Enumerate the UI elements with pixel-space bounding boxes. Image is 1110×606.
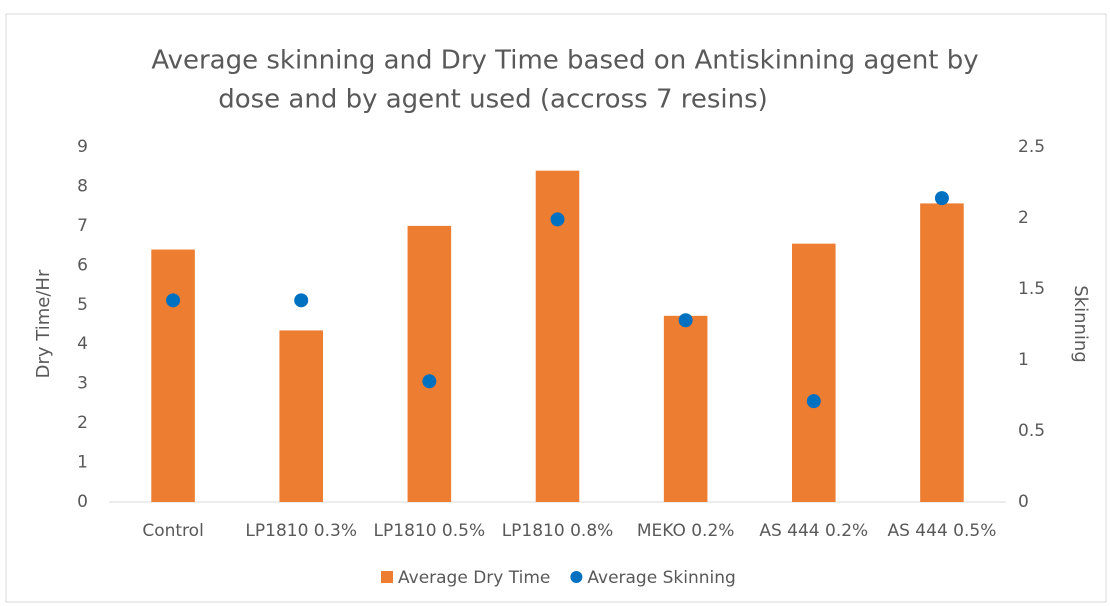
y-tick-label: 5 bbox=[77, 295, 88, 315]
point bbox=[678, 313, 693, 328]
bar bbox=[663, 315, 708, 502]
y-tick-label: 8 bbox=[77, 176, 88, 196]
y2-axis-label: Skinning bbox=[1070, 285, 1091, 363]
x-tick-label: Control bbox=[142, 521, 203, 541]
legend-label: Average Dry Time bbox=[398, 568, 550, 588]
bar bbox=[920, 203, 964, 502]
chart-title: dose and by agent used (accross 7 resins… bbox=[218, 85, 768, 115]
bar bbox=[151, 249, 195, 502]
x-tick-label: AS 444 0.2% bbox=[759, 521, 868, 541]
x-tick-label: MEKO 0.2% bbox=[637, 521, 735, 541]
bar bbox=[279, 330, 323, 502]
y2-tick-label: 1 bbox=[1018, 350, 1029, 370]
y-tick-label: 3 bbox=[77, 374, 88, 394]
y-tick-label: 2 bbox=[77, 413, 88, 433]
y-axis-label: Dry Time/Hr bbox=[33, 269, 54, 378]
y-tick-label: 4 bbox=[77, 334, 88, 354]
legend-label: Average Skinning bbox=[587, 568, 735, 588]
point bbox=[422, 374, 437, 389]
point bbox=[294, 293, 309, 308]
point bbox=[550, 212, 565, 227]
y-tick-label: 6 bbox=[77, 255, 88, 275]
y2-tick-label: 2.5 bbox=[1018, 137, 1045, 157]
x-tick-label: LP1810 0.8% bbox=[502, 521, 614, 541]
y-tick-label: 7 bbox=[77, 216, 88, 236]
y2-tick-label: 1.5 bbox=[1018, 279, 1045, 299]
point bbox=[806, 394, 821, 409]
legend-swatch bbox=[381, 571, 393, 583]
bar bbox=[407, 225, 452, 502]
point bbox=[166, 293, 181, 308]
x-tick-label: LP1810 0.5% bbox=[374, 521, 486, 541]
y2-tick-label: 2 bbox=[1018, 208, 1029, 228]
x-tick-label: LP1810 0.3% bbox=[245, 521, 357, 541]
y2-tick-label: 0.5 bbox=[1018, 421, 1045, 441]
y2-tick-label: 0 bbox=[1018, 492, 1029, 512]
bar bbox=[792, 243, 836, 502]
y-tick-label: 0 bbox=[77, 492, 88, 512]
chart-title: Average skinning and Dry Time based on A… bbox=[151, 46, 978, 76]
y-tick-label: 1 bbox=[77, 453, 88, 473]
x-tick-label: AS 444 0.5% bbox=[887, 521, 996, 541]
y-tick-label: 9 bbox=[77, 137, 88, 157]
point bbox=[934, 191, 949, 206]
legend-swatch bbox=[570, 571, 583, 583]
